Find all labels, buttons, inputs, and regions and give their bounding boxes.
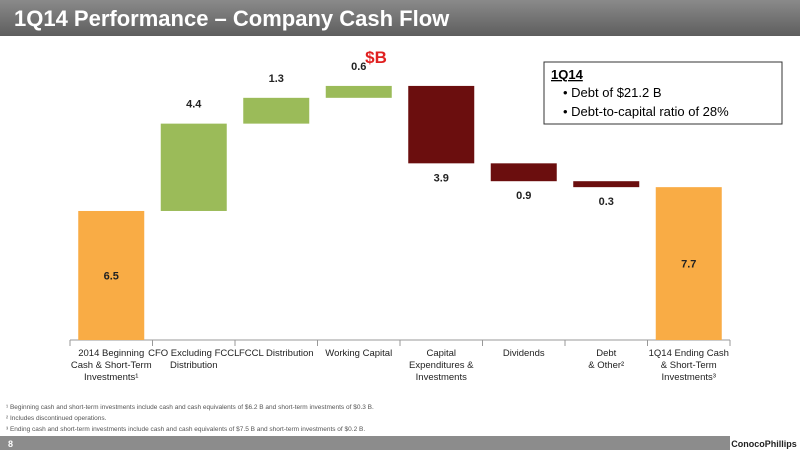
callout-bullet: • Debt-to-capital ratio of 28% [563,104,729,119]
logo: ConocoPhillips [731,439,797,449]
bar [408,85,475,164]
x-tick-label: Debt & Other² [588,348,624,371]
value-label: 6.5 [104,270,119,282]
value-label: 7.7 [681,259,696,271]
x-tick-line: Distribution [170,360,218,371]
x-tick-line: Expenditures & [409,360,474,371]
bar [655,187,722,340]
value-label: 0.6 [351,61,366,73]
x-tick-line: Capital [426,348,456,359]
x-tick-label: FCCL Distribution [239,348,314,359]
bar [243,97,310,124]
callout-text: Debt-to-capital ratio of 28% [571,104,729,119]
x-tick-line: & Short-Term [661,360,717,371]
x-tick-label: Dividends [503,348,545,359]
x-tick-label: Capital Expenditures & Investments [409,348,474,383]
x-tick-line: FCCL Distribution [239,348,314,359]
x-tick-line: Debt [596,348,616,359]
x-tick-line: & Other² [588,360,624,371]
bar [78,210,145,340]
x-tick-label: CFO Excluding FCCL Distribution [148,348,239,371]
callout-title: 1Q14 [551,67,584,82]
page-number: 8 [8,439,13,449]
callout-box [543,61,783,125]
x-tick-line: Investments [416,372,467,383]
x-tick-line: CFO Excluding FCCL [148,348,239,359]
x-tick-line: 1Q14 Ending Cash [649,348,729,359]
x-tick-label: 1Q14 Ending Cash & Short-Term Investments³ [649,348,729,383]
callout-text: Debt of $21.2 B [571,85,661,100]
unit-label: $B [365,48,387,67]
value-label: 3.9 [434,172,449,184]
footnote: ¹ Beginning cash and short-term investme… [6,404,374,411]
bar [325,85,392,98]
x-tick-label: Working Capital [325,348,392,359]
value-label: 4.4 [186,99,202,111]
callout-bullet: • Debt of $21.2 B [563,85,662,100]
footnote: ² Includes discontinued operations. [6,415,107,422]
x-tick-line: Investments³ [662,372,716,383]
footnote: ³ Ending cash and short-term investments… [6,426,365,433]
value-label: 0.9 [516,190,531,202]
bar [160,123,227,211]
value-label: 0.3 [599,196,614,208]
slide-title: 1Q14 Performance – Company Cash Flow [14,6,450,31]
x-tick-line: Working Capital [325,348,392,359]
x-tick-line: Cash & Short-Term [71,360,152,371]
footer-bar [0,436,730,450]
x-tick-label: 2014 Beginning Cash & Short-Term Investmen… [71,348,152,383]
title-bar [0,0,800,36]
bar [490,163,557,182]
x-tick-line: Investments¹ [84,372,138,383]
bar [573,181,640,188]
x-tick-line: Dividends [503,348,545,359]
value-label: 1.3 [269,73,284,85]
x-tick-line: 2014 Beginning [78,348,144,359]
